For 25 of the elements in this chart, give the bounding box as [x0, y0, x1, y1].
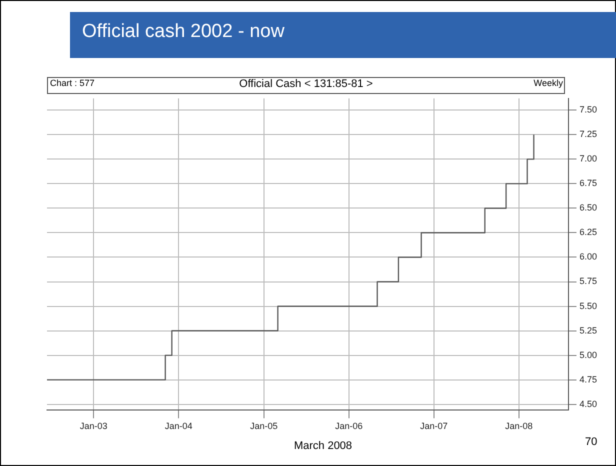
x-tick-label: Jan-07	[420, 421, 448, 432]
y-tick-label: 5.25	[579, 325, 598, 336]
chart-subtitle: Official Cash < 131:85-81 >	[239, 78, 373, 90]
y-tick-label: 5.75	[579, 276, 598, 286]
y-tick-label: 5.00	[579, 350, 598, 360]
y-tick-label: 6.50	[579, 202, 598, 213]
text: March 2008	[292, 440, 354, 452]
y-tick-label: 6.75	[579, 178, 598, 188]
x-tick-label: Jan-03	[80, 421, 108, 432]
y-tick-label: 6.25	[579, 227, 598, 238]
text: Weekly	[534, 78, 563, 88]
x-tick-label: Jan-04	[164, 421, 192, 432]
x-tick-label: Jan-08	[505, 421, 533, 432]
x-tick-label: Jan-05	[250, 421, 278, 432]
text: Chart : 577	[50, 78, 95, 88]
y-tick-label: 7.25	[579, 129, 598, 140]
text: 70	[585, 436, 598, 448]
y-tick-label: 7.50	[579, 104, 598, 115]
y-tick-label: 4.75	[579, 374, 598, 384]
chart-title: Official cash 2002 - now	[82, 21, 284, 43]
y-tick-label: 7.00	[579, 154, 598, 164]
y-tick-label: 6.00	[579, 252, 598, 262]
x-tick-label: Jan-06	[335, 421, 363, 432]
y-tick-label: 4.50	[579, 398, 598, 409]
y-tick-label: 5.50	[579, 300, 598, 311]
